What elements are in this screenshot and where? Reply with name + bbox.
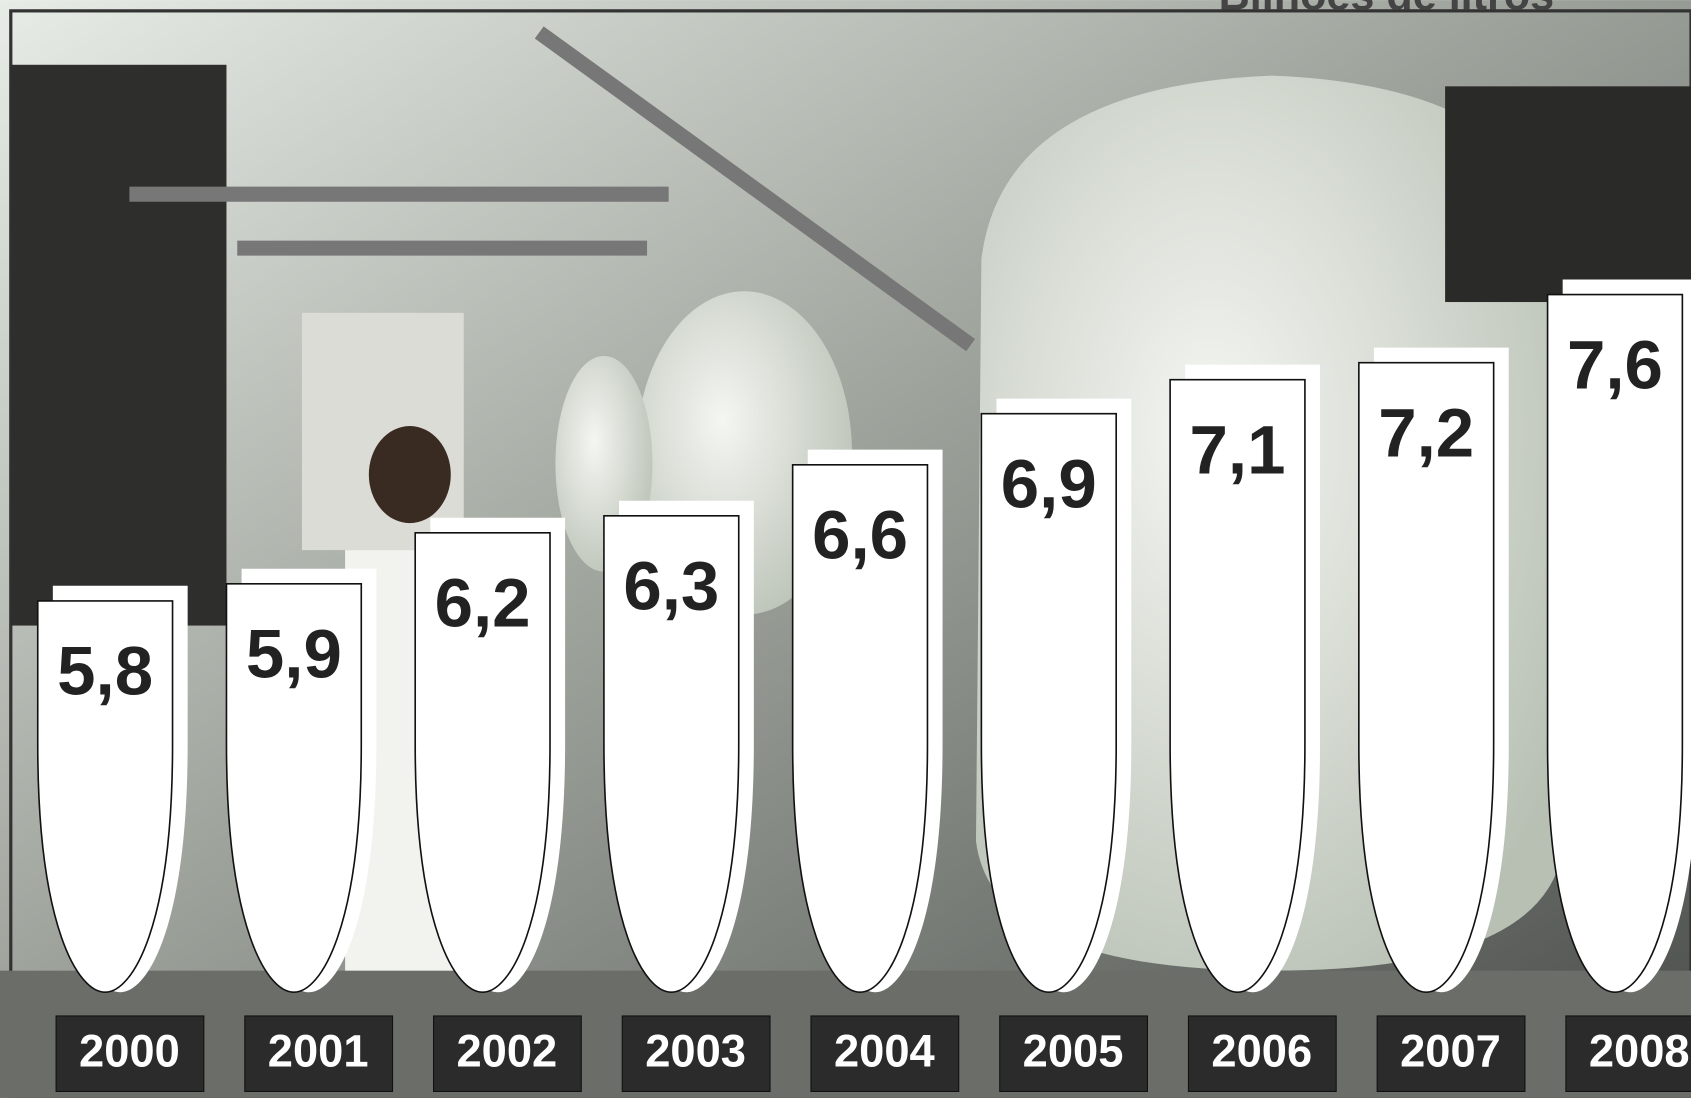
value-label: 7,1 <box>1190 411 1286 488</box>
bar <box>1358 361 1495 994</box>
x-tick-label: 2006 <box>1211 1026 1312 1077</box>
value-label: 6,3 <box>623 548 719 625</box>
category-box <box>432 1015 582 1092</box>
category-box <box>55 1015 205 1092</box>
bar <box>1546 293 1684 994</box>
bar <box>225 583 363 994</box>
category-box <box>244 1015 394 1092</box>
value-label: 7,6 <box>1567 326 1663 403</box>
x-tick-label: 2001 <box>268 1026 369 1077</box>
x-tick-label: 2005 <box>1023 1026 1124 1077</box>
x-tick-label: 2003 <box>645 1026 746 1077</box>
bar <box>791 463 929 994</box>
x-tick-label: 2004 <box>834 1026 935 1077</box>
category-box <box>1187 1015 1337 1092</box>
category-box <box>621 1015 771 1092</box>
bar <box>603 514 740 994</box>
bar <box>36 600 174 994</box>
bar <box>980 412 1117 994</box>
x-tick-label: 2007 <box>1400 1026 1501 1077</box>
value-label: 5,8 <box>57 633 153 710</box>
category-box <box>810 1015 960 1092</box>
value-label: 5,9 <box>246 616 342 693</box>
value-label: 6,2 <box>435 565 531 642</box>
category-box <box>999 1015 1149 1092</box>
bar <box>1169 378 1306 994</box>
value-label: 7,2 <box>1378 394 1474 471</box>
category-box <box>1565 1015 1691 1092</box>
x-tick-label: 2000 <box>79 1026 180 1077</box>
x-tick-label: 2008 <box>1589 1026 1690 1077</box>
x-tick-label: 2002 <box>457 1026 558 1077</box>
value-label: 6,9 <box>1001 445 1097 522</box>
bar <box>414 532 551 994</box>
chart-title: Bilhões de litros <box>1219 0 1554 19</box>
value-label: 6,6 <box>812 496 908 573</box>
category-box <box>1376 1015 1526 1092</box>
